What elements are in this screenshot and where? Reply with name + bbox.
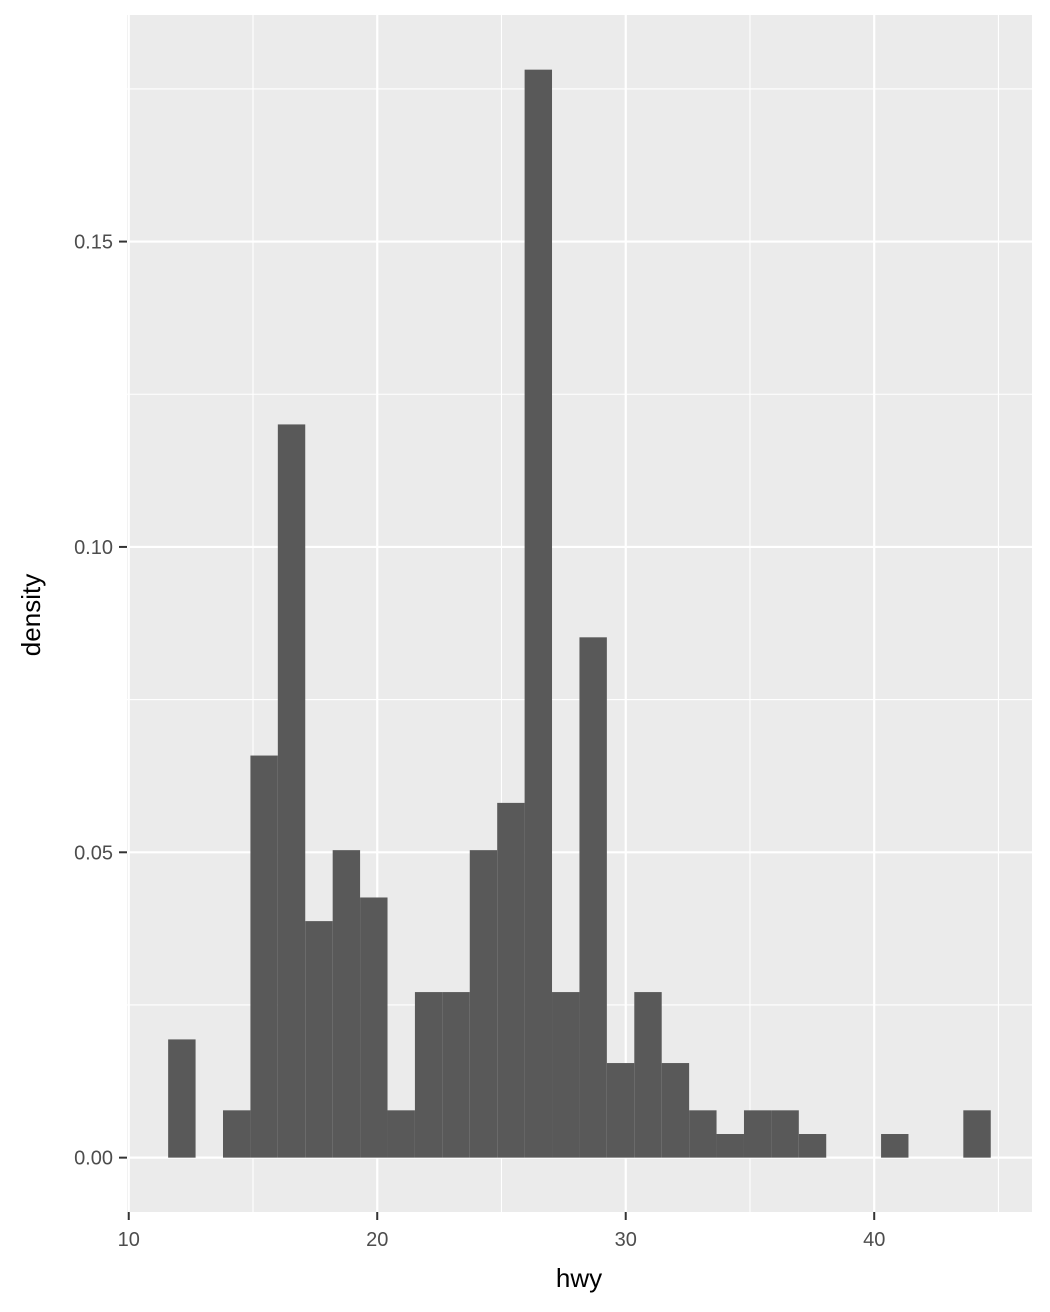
x-axis-title: hwy: [556, 1263, 602, 1293]
bar: [277, 424, 306, 1158]
x-tick-label: 40: [863, 1229, 885, 1251]
bar: [332, 850, 361, 1158]
bar: [963, 1110, 991, 1158]
y-axis-title: density: [16, 574, 46, 656]
bar: [771, 1110, 799, 1158]
bar: [360, 897, 388, 1158]
bar: [469, 850, 498, 1158]
bar: [881, 1134, 909, 1158]
bar: [689, 1110, 717, 1158]
bar: [305, 921, 333, 1158]
bar: [222, 1110, 251, 1158]
y-tick-label: 0.00: [74, 1148, 113, 1170]
y-tick-label: 0.05: [74, 842, 113, 864]
bar: [168, 1039, 196, 1158]
x-tick-label: 30: [615, 1229, 637, 1251]
bar: [798, 1134, 827, 1158]
y-tick-label: 0.10: [74, 537, 113, 559]
bar: [442, 992, 470, 1158]
bar: [579, 637, 607, 1158]
bar: [497, 802, 525, 1158]
bar: [634, 992, 662, 1158]
bar: [716, 1134, 744, 1158]
bar: [606, 1063, 635, 1158]
bar: [414, 992, 443, 1158]
bar: [524, 69, 553, 1158]
bar: [387, 1110, 415, 1158]
x-tick-label: 20: [366, 1229, 388, 1251]
x-tick-label: 10: [118, 1229, 140, 1251]
bar: [250, 755, 278, 1158]
bar: [743, 1110, 772, 1158]
y-tick-label: 0.15: [74, 232, 113, 254]
bar: [552, 992, 580, 1158]
bar: [661, 1063, 690, 1158]
